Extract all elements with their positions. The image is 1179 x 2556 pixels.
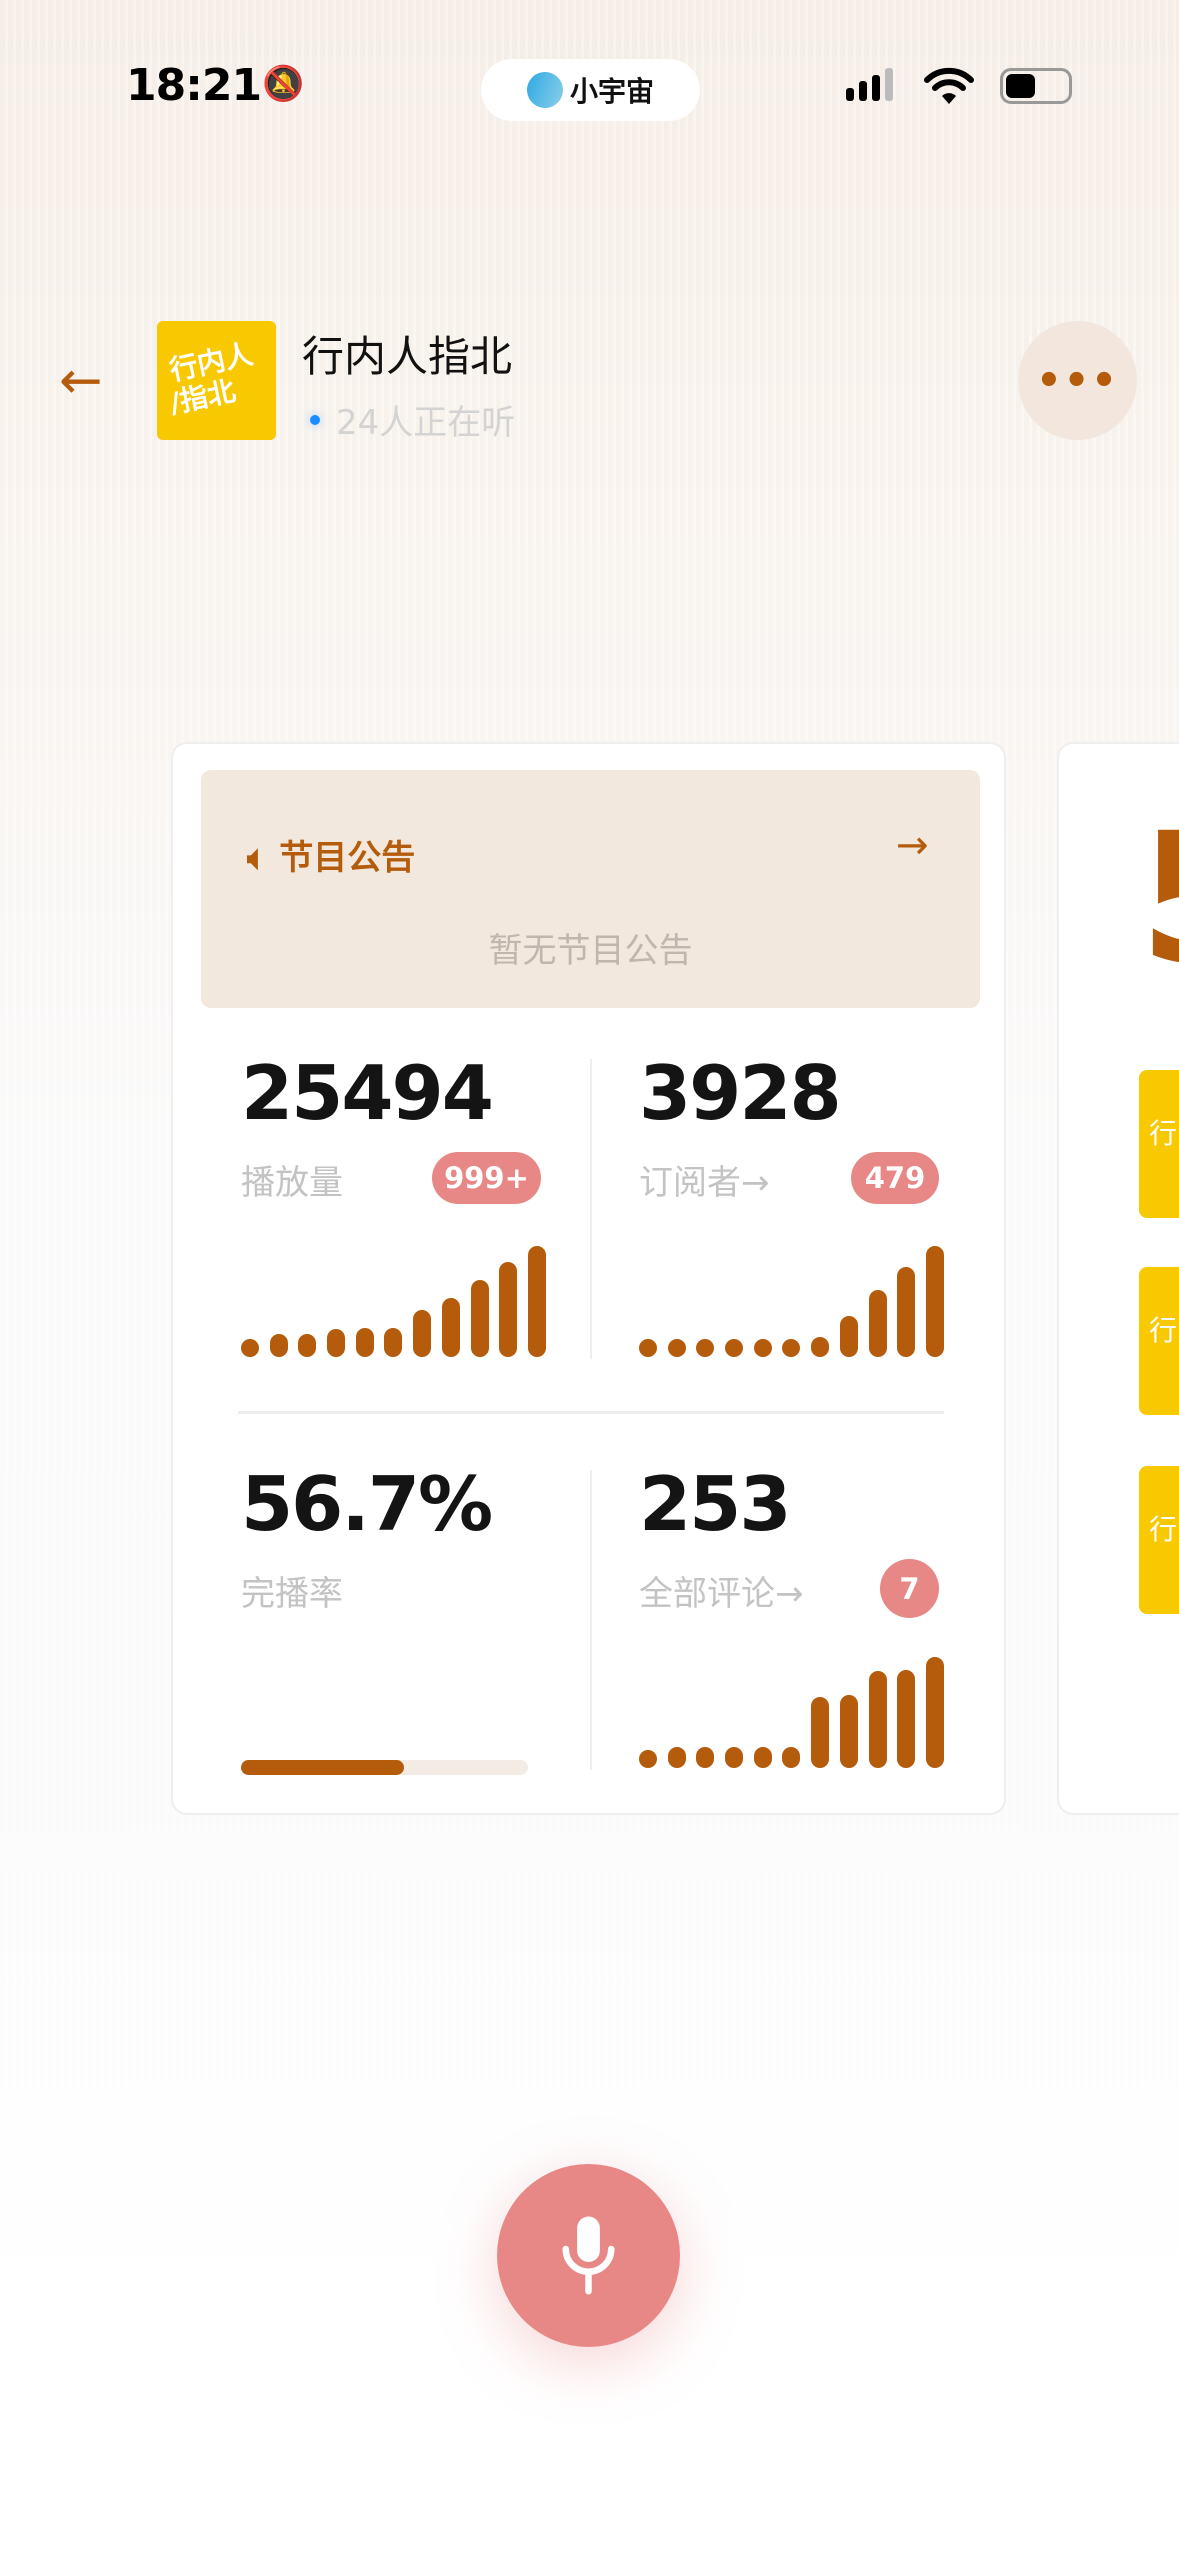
bar <box>696 1339 715 1357</box>
bar <box>327 1329 346 1357</box>
announcement-title: 节目公告 <box>279 838 416 878</box>
episode-cover[interactable]: 行 <box>1139 1267 1179 1415</box>
progress-fill <box>241 1760 404 1775</box>
app-pill[interactable]: 小宇宙 <box>481 59 700 121</box>
comments-bars <box>639 1657 944 1768</box>
signal-icon <box>846 68 893 101</box>
bar <box>782 1746 801 1768</box>
bar <box>667 1746 686 1768</box>
announcement-header: 🔈︎ 节目公告 <box>247 830 415 879</box>
subscribers-badge: 479 <box>851 1152 939 1204</box>
mic-button[interactable] <box>497 2164 680 2347</box>
arrow-right-icon[interactable]: → <box>896 823 929 868</box>
bar <box>298 1333 317 1357</box>
next-card-number-text: 5 <box>1139 801 1179 981</box>
bar <box>269 1333 288 1357</box>
next-card[interactable]: 5 行 行 行 <box>1057 742 1179 1815</box>
bar <box>897 1267 916 1357</box>
live-dot-icon <box>310 414 320 425</box>
bar <box>639 1339 657 1357</box>
more-button[interactable]: ••• <box>1018 321 1137 440</box>
app-pill-label: 小宇宙 <box>569 75 654 108</box>
bar <box>753 1339 772 1357</box>
comments-value: 253 <box>639 1460 792 1548</box>
completion-progress <box>241 1760 528 1775</box>
bar <box>667 1339 686 1357</box>
bar <box>753 1746 772 1768</box>
bar <box>696 1746 715 1768</box>
bar <box>839 1694 858 1768</box>
bar <box>868 1290 887 1357</box>
subscribers-bars <box>639 1246 944 1357</box>
subscribers-value: 3928 <box>639 1049 842 1137</box>
bar <box>925 1246 944 1357</box>
bar <box>499 1261 518 1357</box>
divider <box>590 1059 592 1359</box>
divider <box>590 1470 592 1770</box>
bar <box>441 1298 460 1357</box>
bell-slash-icon: 🔕 <box>262 64 305 104</box>
bar <box>782 1339 801 1357</box>
wifi-icon <box>924 67 974 104</box>
bar <box>725 1746 744 1768</box>
bar <box>725 1339 744 1357</box>
divider <box>238 1411 944 1414</box>
bar <box>868 1671 887 1768</box>
bar <box>470 1280 489 1357</box>
status-time: 18:21 <box>126 60 262 111</box>
bar <box>355 1328 374 1357</box>
bar <box>811 1337 830 1357</box>
listeners-count: 24人正在听 <box>310 395 515 444</box>
planet-icon <box>521 66 569 114</box>
bar <box>925 1657 944 1768</box>
listeners-text: 24人正在听 <box>336 403 516 443</box>
bar <box>241 1339 259 1357</box>
completion-label: 完播率 <box>241 1574 343 1614</box>
subscribers-link[interactable]: 订阅者→ <box>639 1163 770 1203</box>
plays-label: 播放量 <box>241 1163 343 1203</box>
episode-cover[interactable]: 行 <box>1139 1466 1179 1614</box>
bar <box>897 1670 916 1768</box>
microphone-icon <box>562 2216 615 2295</box>
next-card-number: 5 <box>1139 801 1179 981</box>
comments-link[interactable]: 全部评论→ <box>639 1574 804 1614</box>
plays-badge: 999+ <box>432 1152 541 1204</box>
announcement-panel[interactable]: 🔈︎ 节目公告 → 暂无节目公告 <box>201 770 980 1008</box>
comments-badge: 7 <box>880 1559 939 1618</box>
episode-cover[interactable]: 行 <box>1139 1070 1179 1218</box>
completion-value: 56.7% <box>241 1460 493 1548</box>
back-arrow-icon[interactable]: ← <box>59 351 103 411</box>
podcast-logo[interactable]: 行内人/指北 <box>157 321 276 440</box>
bar <box>384 1328 403 1357</box>
plays-value: 25494 <box>241 1049 494 1137</box>
plays-bars <box>241 1246 546 1357</box>
battery-icon <box>1000 68 1072 104</box>
bar <box>839 1315 858 1357</box>
podcast-title: 行内人指北 <box>302 332 513 381</box>
stats-card: 🔈︎ 节目公告 → 暂无节目公告 25494 播放量 999+ 3928 订阅者… <box>171 742 1006 1815</box>
bar <box>413 1310 432 1357</box>
announcement-empty: 暂无节目公告 <box>488 931 693 971</box>
bar <box>527 1246 546 1357</box>
speaker-icon: 🔈︎ <box>247 838 280 878</box>
bar <box>811 1696 830 1768</box>
bar <box>639 1750 657 1768</box>
